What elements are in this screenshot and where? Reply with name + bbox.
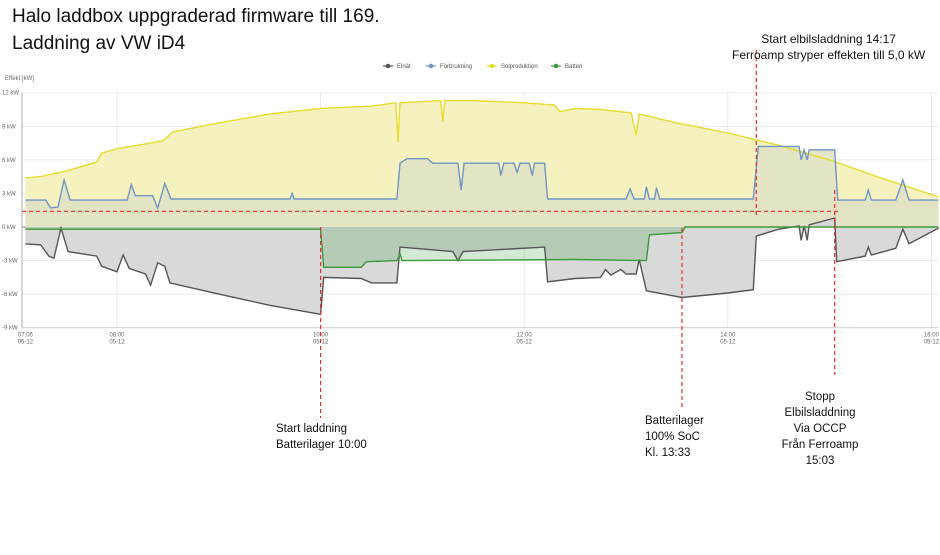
x-tick-label: 14:00 (720, 333, 736, 339)
y-tick-label: -9 kW (2, 326, 18, 332)
title-line-1: Halo laddbox uppgraderad firmware till 1… (12, 6, 380, 27)
line-förbrukning (25, 145, 939, 211)
legend-marker (553, 63, 559, 69)
legend-marker (385, 63, 391, 69)
x-tick-label: 07:06 (18, 333, 34, 339)
x-tick-label: 12:00 (517, 333, 533, 339)
x-tick-date: 05-12 (18, 340, 34, 346)
y-tick-label: -3 kW (2, 259, 18, 265)
legend-marker (428, 63, 434, 69)
y-tick-label: 9 kW (2, 124, 16, 130)
y-tick-label: 6 kW (2, 158, 16, 164)
x-tick-date: 05-12 (720, 340, 736, 346)
area-batteri (25, 227, 939, 268)
y-tick-label: 12 kW (2, 91, 19, 97)
annotation-battery-full: Batterilager 100% SoC Kl. 13:33 (645, 415, 704, 459)
annotation-start-ev-charging: Start elbilsladdning 14:17 Ferroamp stry… (732, 32, 926, 62)
legend-label: Elnät (397, 64, 411, 70)
y-tick-label: 3 kW (2, 191, 16, 197)
y-axis-label: Effekt [kW] (5, 76, 34, 82)
x-tick-label: 08:00 (109, 333, 125, 339)
legend-label: Förbrukning (440, 64, 472, 70)
area-elnät (25, 218, 939, 315)
line-batteri (25, 226, 939, 268)
y-tick-label: 0 kW (2, 225, 16, 231)
annotation-start-charge: Start laddning Batterilager 10:00 (276, 423, 367, 451)
line-solproduktion (25, 99, 939, 198)
x-tick-date: 05-12 (924, 340, 940, 346)
x-tick-label: 16:00 (924, 333, 940, 339)
line-elnät (25, 217, 939, 316)
x-tick-date: 05-12 (109, 340, 125, 346)
legend-marker (489, 63, 495, 69)
legend-label: Solproduktion (501, 64, 538, 70)
x-tick-date: 05-12 (517, 340, 533, 346)
title-line-2: Laddning av VW iD4 (12, 33, 186, 54)
y-tick-label: -6 kW (2, 292, 18, 298)
annotation-stop-ev-charging: Stopp Elbilsladdning Via OCCP Från Ferro… (781, 391, 859, 467)
legend-label: Batteri (565, 64, 582, 70)
area-förbrukning (25, 146, 939, 227)
